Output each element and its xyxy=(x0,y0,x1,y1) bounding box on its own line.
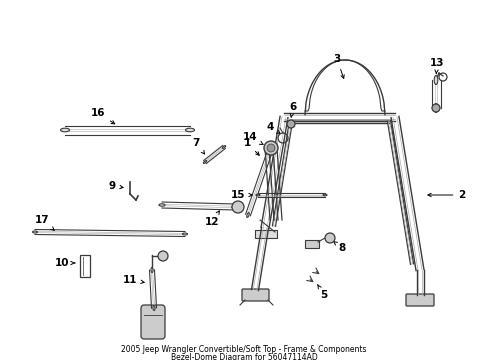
Ellipse shape xyxy=(159,204,164,206)
Ellipse shape xyxy=(61,128,69,132)
Ellipse shape xyxy=(203,161,206,163)
Text: 7: 7 xyxy=(192,138,204,154)
FancyBboxPatch shape xyxy=(405,294,433,306)
Ellipse shape xyxy=(433,104,437,112)
Ellipse shape xyxy=(32,231,38,233)
Text: 2: 2 xyxy=(427,190,465,200)
FancyBboxPatch shape xyxy=(141,305,164,339)
Ellipse shape xyxy=(256,194,260,196)
Circle shape xyxy=(231,201,244,213)
Ellipse shape xyxy=(246,213,249,217)
Ellipse shape xyxy=(433,76,437,85)
Circle shape xyxy=(266,144,274,152)
Text: 9: 9 xyxy=(108,181,123,191)
Text: 14: 14 xyxy=(242,132,263,144)
FancyBboxPatch shape xyxy=(242,289,268,301)
Ellipse shape xyxy=(269,145,272,150)
Circle shape xyxy=(264,141,278,155)
Ellipse shape xyxy=(185,128,194,132)
Text: 13: 13 xyxy=(429,58,443,74)
Ellipse shape xyxy=(231,206,238,208)
Ellipse shape xyxy=(151,267,153,273)
Ellipse shape xyxy=(222,145,225,148)
Text: 4: 4 xyxy=(266,122,280,134)
Circle shape xyxy=(286,120,294,128)
Text: 10: 10 xyxy=(55,258,75,268)
Circle shape xyxy=(431,104,439,112)
Bar xyxy=(305,240,318,248)
Text: Bezel-Dome Diagram for 56047114AD: Bezel-Dome Diagram for 56047114AD xyxy=(170,352,317,360)
Circle shape xyxy=(325,233,334,243)
Circle shape xyxy=(158,251,168,261)
Text: 6: 6 xyxy=(289,102,296,118)
Text: 2005 Jeep Wrangler Convertible/Soft Top - Frame & Components: 2005 Jeep Wrangler Convertible/Soft Top … xyxy=(121,346,366,355)
Text: 5: 5 xyxy=(317,285,327,300)
Text: 11: 11 xyxy=(122,275,144,285)
Bar xyxy=(80,255,90,277)
Text: 17: 17 xyxy=(35,215,54,230)
Text: 8: 8 xyxy=(333,241,345,253)
Text: 1: 1 xyxy=(243,138,259,155)
Ellipse shape xyxy=(153,306,155,310)
Text: 16: 16 xyxy=(91,108,115,124)
Ellipse shape xyxy=(182,233,187,235)
Ellipse shape xyxy=(323,194,326,196)
Text: 3: 3 xyxy=(333,54,344,78)
Text: 15: 15 xyxy=(230,190,252,200)
Text: 12: 12 xyxy=(204,211,219,227)
Bar xyxy=(254,230,276,238)
